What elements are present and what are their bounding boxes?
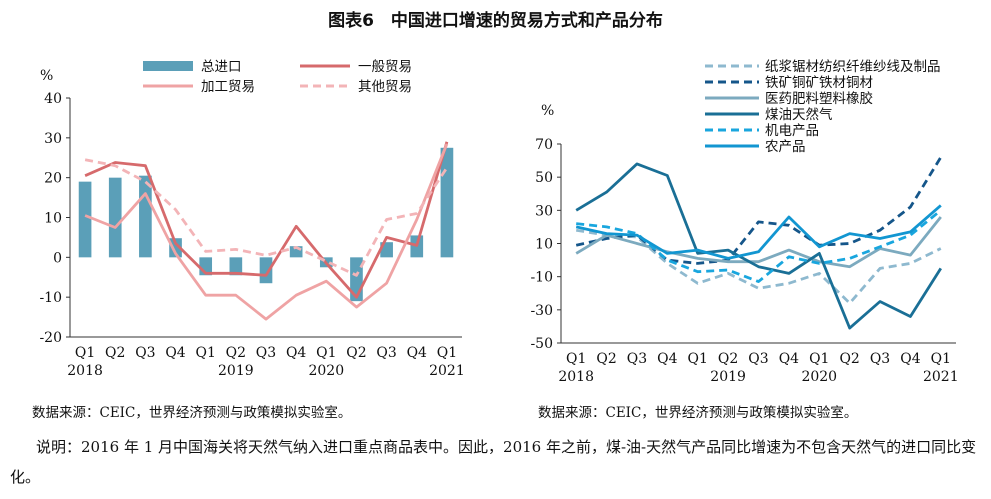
legend-label: 总进口 [201,59,242,75]
y-tick-label: 0 [53,250,62,266]
y-tick-label: -10 [530,270,553,286]
x-tick-label: Q3 [748,351,768,367]
series-line-1-4 [576,209,942,283]
x-tick-label: Q2 [105,345,125,361]
x-tick-label: Q4 [407,345,427,361]
y-tick-label: 10 [44,211,62,227]
x-tick-label: Q2 [226,345,246,361]
bar-total-import [169,238,182,258]
left-chart: % -20 -10 0 10 20 30 40 Q1 Q2 Q3 Q4 Q1 Q2 Q3 Q4 Q1 Q2 Q3 Q4… [39,59,465,379]
x-year-label: 2019 [710,369,746,385]
y-tick-label: -20 [39,330,62,346]
series-line-1-1 [575,156,942,265]
y-tick-label: 70 [535,137,553,153]
y-tick-label: -50 [530,336,553,352]
y-axis-unit: % [541,103,554,119]
x-year-label: 2019 [218,363,254,379]
x-tick-label: Q3 [256,345,276,361]
right-chart: % -50 -30 -10 10 30 50 70 Q1 Q2 Q3 Q4 Q1 Q2 Q3 Q4 Q1 Q2 Q3… [530,59,959,385]
x-tick-label: Q3 [627,351,647,367]
x-tick-label: Q4 [165,345,185,361]
legend-label: 医药肥料塑料橡胶 [765,90,873,107]
x-tick-label: Q1 [688,351,708,367]
legend-label: 一般贸易 [358,59,412,75]
x-tick-label: Q1 [437,345,457,361]
x-year-label: 2020 [801,369,837,385]
series-line-1-0 [575,228,942,305]
bar-total-import [259,257,273,284]
y-tick-label: -30 [530,303,553,319]
x-tick-label: Q3 [376,345,396,361]
series-line-1-3 [575,162,942,330]
y-tick-label: 10 [535,237,553,253]
x-tick-label: Q1 [931,351,951,367]
bar-total-import [78,181,92,258]
x-tick-label: Q2 [596,351,616,367]
bar-total-import [139,175,152,258]
legend-label: 其他贸易 [358,79,412,95]
x-tick-label: Q4 [657,351,677,367]
figure-note: 说明：2016 年 1 月中国海关将天然气纳入进口重点商品表中。因此，2016 … [10,438,977,486]
series-line-0-0 [84,141,449,299]
x-tick-label: Q1 [316,345,336,361]
x-tick-label: Q3 [135,345,155,361]
legend-label: 加工贸易 [201,79,255,95]
x-year-label: 2018 [558,369,594,385]
x-tick-label: Q1 [195,345,215,361]
legend-label: 机电产品 [765,123,819,139]
source-note-right: 数据来源：CEIC，世界经济预测与政策模拟实验室。 [538,405,858,421]
series-line-0-2 [84,158,449,277]
y-axis-unit: % [40,68,53,84]
figure-title: 图表6 中国进口增速的贸易方式和产品分布 [328,11,663,31]
bar-total-import [108,177,122,258]
x-year-label: 2018 [67,363,103,379]
bar-total-import [229,257,243,276]
series-line-0-1 [84,143,449,321]
legend-swatch-total-import [143,61,193,71]
y-tick-label: 30 [44,131,62,147]
y-tick-label: 50 [535,170,553,186]
x-tick-label: Q1 [566,351,586,367]
x-tick-label: Q3 [870,351,890,367]
bar-total-import [440,147,454,258]
legend-label: 煤油天然气 [765,106,833,123]
x-tick-label: Q4 [900,351,920,367]
y-tick-label: 20 [44,171,62,187]
legend-label: 铁矿铜矿铁材铜材 [765,75,873,91]
x-tick-label: Q1 [809,351,829,367]
legend-label: 纸浆锯材纺织纤维纱线及制品 [765,59,941,75]
x-tick-label: Q1 [75,345,95,361]
x-tick-label: Q4 [286,345,306,361]
x-tick-label: Q4 [779,351,799,367]
x-year-label: 2021 [429,363,465,379]
legend-label: 农产品 [765,139,806,155]
y-tick-label: 40 [44,91,62,107]
series-line-1-2 [575,216,942,269]
x-year-label: 2020 [308,363,344,379]
source-note-left: 数据来源：CEIC，世界经济预测与政策模拟实验室。 [32,405,352,421]
x-tick-label: Q2 [839,351,859,367]
x-tick-label: Q2 [718,351,738,367]
series-line-1-5 [575,204,942,260]
x-tick-label: Q2 [346,345,366,361]
y-tick-label: -10 [39,290,62,306]
bar-total-import [289,246,303,258]
y-tick-label: 30 [535,203,553,219]
x-year-label: 2021 [923,369,959,385]
